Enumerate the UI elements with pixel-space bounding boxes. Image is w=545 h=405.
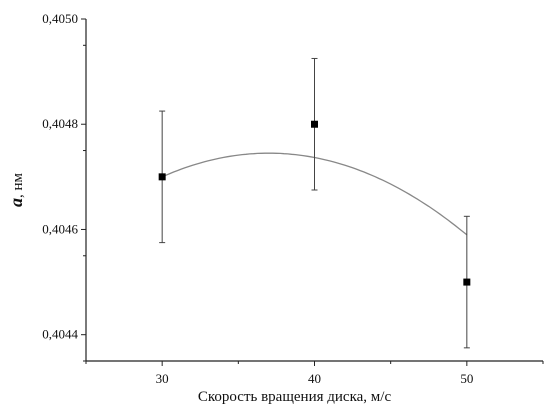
y-tick-label: 0,4044 xyxy=(42,327,78,342)
x-ticks: 30 40 50 xyxy=(85,361,544,386)
x-axis-title: Скорость вращения диска, м/с xyxy=(198,389,392,405)
x-tick-label: 30 xyxy=(156,371,169,386)
data-point xyxy=(463,278,471,286)
y-tick-label: 0,4046 xyxy=(42,221,78,236)
y-axis-unit: , нм xyxy=(10,172,26,198)
x-tick-label: 40 xyxy=(308,371,321,386)
y-tick-label: 0,4050 xyxy=(42,11,78,26)
x-tick-label: 50 xyxy=(460,371,473,386)
y-ticks: 0,4044 0,4046 0,4048 0,4050 xyxy=(42,11,86,362)
data-point xyxy=(158,173,166,181)
data-points xyxy=(158,120,471,286)
y-axis-symbol: a xyxy=(6,198,26,207)
y-axis-title: a, нм xyxy=(6,172,26,207)
y-tick-label: 0,4048 xyxy=(42,116,78,131)
data-point xyxy=(311,120,318,128)
